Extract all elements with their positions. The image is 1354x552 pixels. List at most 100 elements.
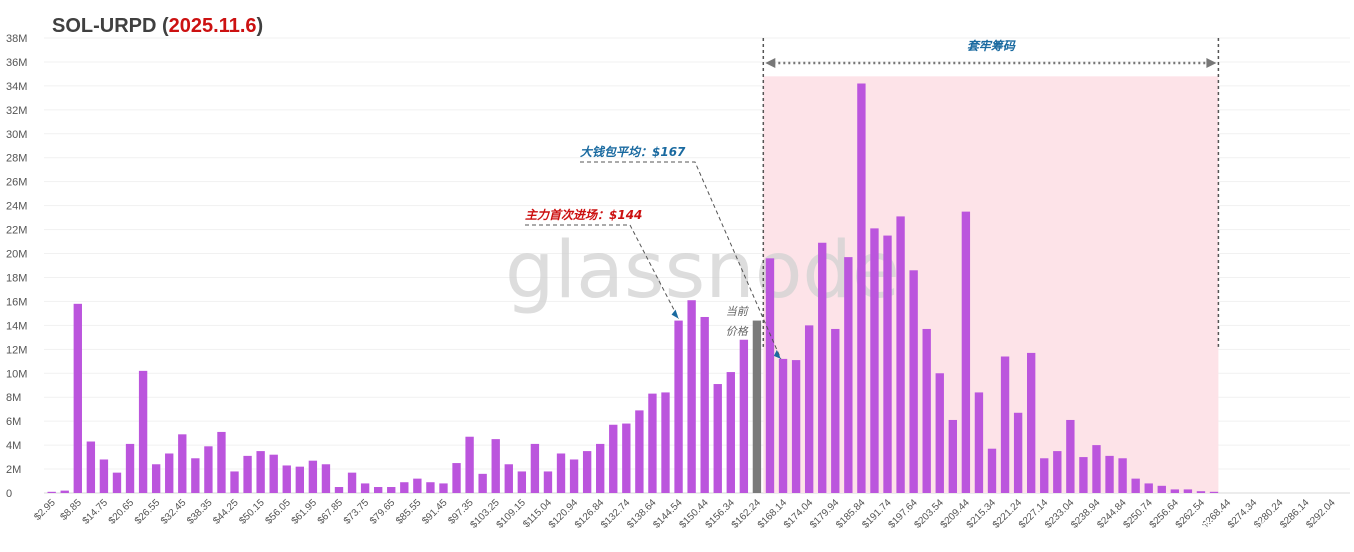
- y-tick-label: 16M: [6, 296, 27, 308]
- bar: [1170, 489, 1180, 493]
- bar: [334, 487, 344, 493]
- bar: [831, 328, 840, 493]
- y-tick-label: 18M: [6, 272, 27, 284]
- bar: [1040, 458, 1049, 493]
- x-tick-label: $44.25: [211, 497, 241, 527]
- bar: [909, 270, 918, 493]
- x-tick-label: $61.95: [290, 497, 320, 527]
- bar: [896, 216, 905, 493]
- bar: [491, 439, 500, 493]
- bar: [1000, 356, 1010, 493]
- bar: [674, 320, 683, 493]
- x-tick-label: $56.05: [263, 497, 293, 527]
- bar: [974, 392, 984, 493]
- bar: [504, 464, 513, 493]
- bar: [661, 392, 670, 493]
- whale-average-arrowhead: [773, 349, 781, 359]
- x-tick-label: $85.55: [394, 497, 424, 527]
- bar: [609, 424, 618, 493]
- bar: [86, 441, 96, 493]
- chart-title-date: 2025.11.6: [169, 15, 257, 37]
- y-tick-label: 32M: [6, 105, 27, 117]
- y-tick-label: 36M: [6, 57, 27, 69]
- bar: [752, 320, 762, 493]
- y-tick-label: 38M: [6, 33, 27, 45]
- bar: [1144, 483, 1153, 493]
- bar: [295, 466, 304, 493]
- bar: [844, 257, 853, 493]
- bar: [1196, 491, 1206, 493]
- bar: [1118, 458, 1127, 493]
- x-tick-label: $2.95: [32, 497, 58, 523]
- x-tick-label: $14.75: [81, 497, 111, 527]
- bar: [961, 211, 971, 494]
- whale-average-label: 大钱包平均：$167: [580, 145, 686, 159]
- chart-title-prefix: SOL-URPD (: [52, 15, 169, 37]
- bar: [99, 459, 109, 493]
- glassnode-watermark: glassnode: [505, 226, 900, 316]
- bar: [922, 328, 931, 493]
- trapped-zone-arrowhead-left: [765, 58, 776, 68]
- x-tick-label: $67.85: [316, 497, 346, 527]
- bar: [1183, 489, 1193, 493]
- trapped-zone-label: 套牢筹码: [967, 39, 1016, 53]
- y-tick-label: 6M: [6, 416, 21, 428]
- bar: [452, 463, 461, 493]
- bar: [47, 491, 56, 493]
- bar: [778, 358, 788, 493]
- bar: [60, 490, 69, 493]
- bar: [870, 228, 879, 493]
- bar: [73, 303, 82, 493]
- bar: [1131, 478, 1140, 493]
- bar: [439, 483, 448, 493]
- bar: [726, 372, 735, 493]
- bar: [112, 472, 122, 493]
- bar: [804, 325, 814, 493]
- bar: [178, 434, 187, 493]
- bar: [387, 487, 396, 493]
- bar: [648, 393, 657, 493]
- bar: [321, 464, 331, 493]
- bar: [517, 471, 527, 493]
- x-tick-label: $26.55: [133, 497, 163, 527]
- bar: [138, 370, 148, 493]
- y-tick-label: 12M: [6, 344, 27, 356]
- bar: [282, 465, 291, 493]
- corner-watermark: 知乎 @小明: [1200, 520, 1274, 537]
- x-tick-label: $38.35: [185, 497, 215, 527]
- bar: [125, 443, 135, 493]
- y-tick-label: 30M: [6, 129, 27, 141]
- y-tick-label: 34M: [6, 81, 27, 93]
- bar: [987, 448, 997, 493]
- bar: [204, 446, 213, 493]
- y-tick-label: 0: [6, 488, 12, 500]
- bar: [1066, 419, 1075, 493]
- chart-title: SOL-URPD (2025.11.6): [52, 15, 263, 37]
- bar: [478, 473, 487, 493]
- y-tick-label: 24M: [6, 201, 27, 213]
- bar: [465, 436, 474, 493]
- bar: [165, 453, 174, 493]
- bar: [569, 459, 579, 493]
- bar: [426, 482, 435, 493]
- bar: [243, 455, 252, 493]
- x-tick-label: $292.04: [1304, 497, 1338, 531]
- x-tick-label: $73.75: [342, 497, 372, 527]
- bar: [857, 83, 866, 493]
- x-tick-label: $50.15: [237, 497, 267, 527]
- bar: [308, 460, 318, 493]
- bar: [374, 487, 383, 493]
- main-entry-arrowhead: [671, 309, 679, 319]
- bar: [151, 464, 161, 493]
- bar: [556, 453, 566, 493]
- bar: [1209, 491, 1219, 493]
- bar: [818, 242, 827, 493]
- bar: [400, 482, 409, 493]
- bar: [713, 384, 722, 493]
- y-tick-label: 8M: [6, 392, 21, 404]
- bar: [1053, 451, 1062, 493]
- trapped-zone-arrowhead-right: [1206, 58, 1217, 68]
- y-tick-label: 26M: [6, 177, 27, 189]
- bar-series: [47, 83, 1219, 494]
